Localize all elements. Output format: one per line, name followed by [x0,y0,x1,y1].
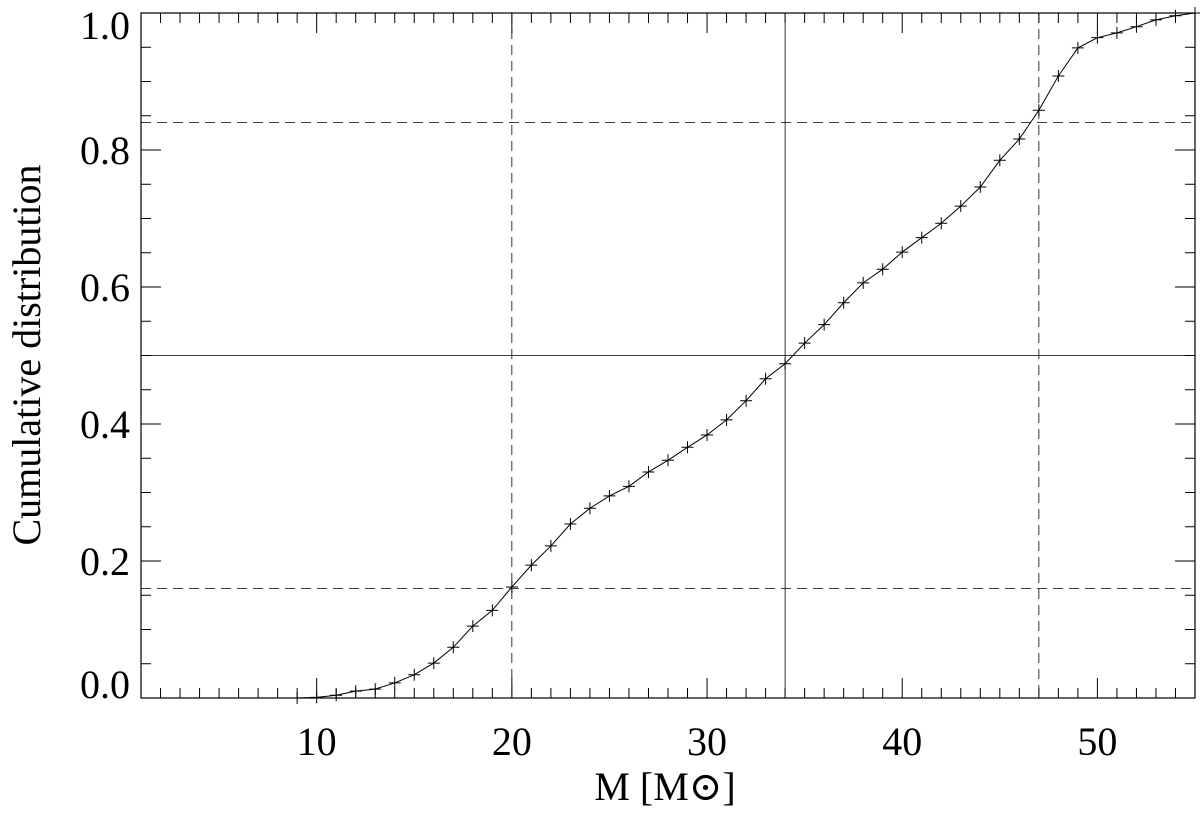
data-point [622,480,635,493]
x-tick-label: 10 [297,719,337,764]
y-tick-label: 1.0 [80,3,130,48]
data-point [525,559,538,572]
data-point [896,246,909,259]
data-point [1169,9,1182,22]
data-point [1052,70,1065,83]
data-point [876,263,889,276]
data-point [720,413,733,426]
data-point [291,692,304,704]
y-tick-label: 0.0 [80,662,130,707]
data-point [1110,26,1123,39]
data-point [388,676,401,689]
data-point [974,180,987,193]
data-point [954,200,967,213]
data-point [486,604,499,617]
data-point [369,683,382,696]
data-point [701,428,714,441]
data-point [349,685,362,698]
y-tick-label: 0.8 [80,128,130,173]
data-point [1149,13,1162,26]
data-point [427,657,440,670]
data-point [330,689,343,702]
data-point [935,217,948,230]
plot-frame [140,12,1196,699]
x-tick-label: 40 [882,719,922,764]
x-tick-label: 30 [687,719,727,764]
data-point [1189,7,1200,19]
data-point [583,502,596,515]
data-point [603,489,616,502]
y-tick-label: 0.4 [80,402,130,447]
data-point [681,441,694,454]
data-point [915,231,928,244]
data-point [1130,20,1143,33]
x-tick-label: 50 [1077,719,1117,764]
y-axis-label: Cumulative distribution [4,164,49,545]
data-point [662,454,674,467]
data-point [466,620,479,633]
data-point [564,518,577,531]
data-point [818,318,831,331]
data-point [505,581,518,594]
data-point [857,276,870,289]
data-point [1032,104,1045,117]
y-tick-label: 0.2 [80,539,130,584]
x-axis-label: M [M⊙] [594,764,735,809]
data-point [779,357,792,370]
data-point [310,691,323,704]
data-point [544,539,557,552]
data-point [1091,31,1104,44]
y-tick-label: 0.6 [80,265,130,310]
data-point [408,668,421,681]
data-point [642,465,655,478]
data-point [798,337,811,350]
data-point [1071,41,1084,54]
x-tick-label: 20 [492,719,532,764]
data-point [740,394,753,407]
data-point [837,296,850,309]
data-point [1013,133,1026,146]
data-point [993,154,1006,167]
data-point [759,372,772,385]
data-point [447,641,460,654]
